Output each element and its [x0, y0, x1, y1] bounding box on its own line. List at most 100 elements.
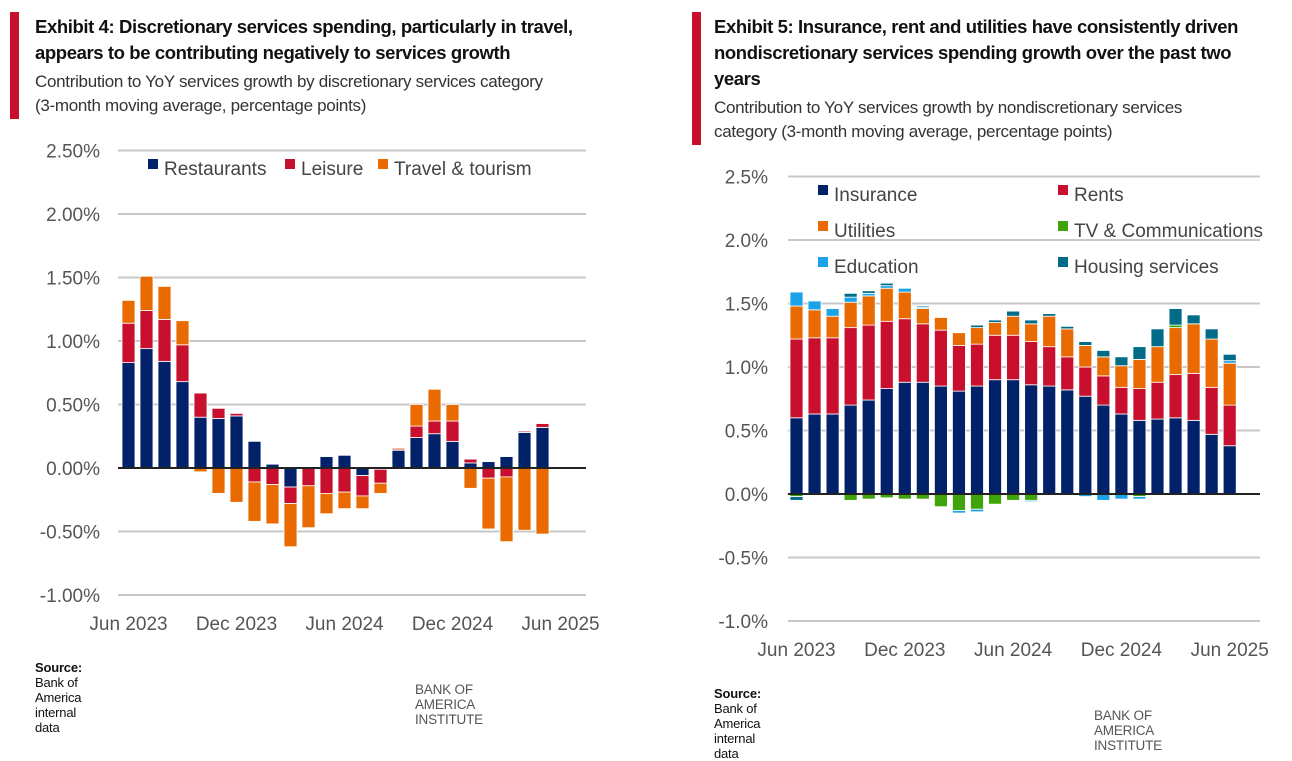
bar-segment-leisure	[229, 412, 244, 417]
bar-segment-tv-communications	[934, 493, 948, 508]
bar-segment-leisure	[463, 458, 478, 464]
bar-segment-travel-tourism	[247, 481, 262, 522]
exhibit-5-title-line-3: years	[714, 68, 761, 89]
exhibit-4-source: Source: Bank of America internal data	[35, 660, 82, 735]
bar-segment-rents	[988, 334, 1002, 381]
bar-segment-insurance	[1078, 395, 1093, 495]
bar-segment-insurance	[861, 399, 876, 495]
bar-segment-tv-communications	[988, 493, 1002, 505]
exhibit-5-title-line-1: Exhibit 5: Insurance, rent and utilities…	[714, 16, 1239, 37]
bar-segment-rents	[789, 338, 804, 419]
bar-segment-insurance	[843, 404, 858, 495]
bar-segment-utilities	[934, 317, 948, 331]
legend-label: TV & Communications	[1074, 221, 1263, 242]
legend-swatch	[148, 159, 158, 169]
bar-segment-leisure	[193, 392, 208, 418]
bar-segment-travel-tourism	[121, 299, 136, 324]
bar-segment-travel-tourism	[445, 404, 460, 422]
bar-segment-housing-services	[1204, 328, 1219, 340]
exhibit-4-chart: 2.50% 2.00% 1.50% 1.00% 0.50% 0.00% -0.50% -1.0…	[40, 142, 600, 636]
bar-segment-education	[1024, 499, 1039, 503]
bar-segment-rents	[1222, 404, 1237, 447]
exhibit-4-title: Exhibit 4: Discretionary services spendi…	[35, 14, 635, 66]
bar-segment-insurance	[915, 381, 930, 495]
bar-segment-travel-tourism	[319, 492, 334, 515]
x-tick-label: Dec 2024	[1081, 640, 1163, 661]
bar-segment-travel-tourism	[499, 476, 514, 543]
bar-segment-utilities	[1150, 346, 1165, 383]
bar-segment-travel-tourism	[157, 285, 172, 320]
bar-segment-rents	[897, 318, 912, 383]
bar-segment-insurance	[1114, 413, 1129, 495]
legend-swatch	[1058, 221, 1068, 231]
bar-segment-education	[825, 308, 840, 317]
bar-segment-travel-tourism	[373, 482, 388, 494]
bar-segment-utilities	[843, 301, 858, 329]
bar-segment-utilities	[807, 309, 822, 339]
bar-segment-leisure	[535, 423, 550, 428]
bar-segment-rents	[915, 323, 930, 383]
bar-segment-housing-services	[1024, 319, 1039, 325]
exhibit-5-source: Source: Bank of America internal data	[714, 686, 761, 761]
bar-segment-travel-tourism	[409, 404, 424, 427]
bar-segment-housing-services	[1222, 353, 1237, 362]
x-tick-label: Jun 2025	[521, 614, 599, 635]
bar-segment-utilities	[1060, 328, 1075, 358]
bar-segment-travel-tourism	[337, 491, 352, 510]
x-tick-label: Jun 2023	[757, 640, 835, 661]
bar-segment-housing-services	[1114, 356, 1129, 367]
y-tick-label: 1.5%	[725, 295, 768, 316]
y-tick-label: -1.00%	[40, 586, 100, 607]
bar-segment-utilities	[1042, 315, 1057, 348]
y-tick-label: -1.0%	[718, 612, 768, 633]
x-tick-label: Jun 2024	[974, 640, 1053, 661]
bar-segment-housing-services	[1150, 328, 1165, 348]
bar-segment-housing-services	[915, 305, 930, 308]
bar-segment-travel-tourism	[481, 477, 496, 530]
bar-segment-rents	[934, 329, 948, 387]
bar-segment-utilities	[825, 315, 840, 339]
exhibit-4-title-line-1: Exhibit 4: Discretionary services spendi…	[35, 16, 573, 37]
bar-segment-education	[807, 300, 822, 311]
bar-segment-travel-tourism	[427, 388, 442, 422]
exhibit-4-subtitle-line-1: Contribution to YoY services growth by d…	[35, 72, 543, 91]
bar-segment-housing-services	[1132, 346, 1147, 360]
bar-segment-insurance	[789, 417, 804, 495]
bar-segment-housing-services	[1186, 314, 1201, 325]
y-tick-label: 1.50%	[46, 269, 100, 290]
bar-segment-utilities	[952, 332, 966, 346]
x-tick-label: Dec 2023	[864, 640, 945, 661]
bar-segment-housing-services	[1168, 308, 1183, 326]
bar-segment-utilities	[879, 287, 894, 322]
bar-segment-insurance	[1168, 417, 1183, 495]
legend-label: Education	[834, 257, 919, 278]
bar-segment-insurance	[1222, 445, 1237, 495]
legend-swatch	[1058, 185, 1068, 195]
bar-segment-tv-communications	[970, 493, 984, 510]
bar-segment-travel-tourism	[175, 320, 190, 346]
x-tick-label: Dec 2023	[196, 614, 277, 635]
bar-segment-utilities	[1132, 358, 1147, 389]
bar-segment-insurance	[1132, 419, 1147, 495]
y-tick-label: 0.0%	[725, 485, 768, 506]
bar-segment-education	[789, 291, 804, 307]
bar-segment-insurance	[1006, 379, 1020, 495]
bar-segment-utilities	[1204, 338, 1219, 388]
bar-segment-education	[897, 287, 912, 293]
bar-segment-rents	[952, 345, 966, 392]
legend-swatch	[818, 257, 828, 267]
bar-segment-rents	[1006, 334, 1020, 381]
bar-segment-insurance	[1024, 384, 1039, 495]
bar-segment-insurance	[1060, 389, 1075, 495]
bar-segment-housing-services	[1078, 341, 1093, 346]
exhibit-5-subtitle: Contribution to YoY services growth by n…	[714, 96, 1292, 144]
y-tick-label: 0.50%	[46, 396, 100, 417]
bar-segment-rents	[879, 320, 894, 389]
bar-segment-insurance	[988, 379, 1002, 495]
bar-segment-housing-services	[970, 324, 984, 329]
exhibit-5-source-text: Bank of America internal data	[714, 701, 761, 761]
bar-segment-rents	[1060, 356, 1075, 391]
legend-swatch	[285, 159, 295, 169]
x-tick-label: Dec 2024	[412, 614, 494, 635]
legend-swatch	[818, 221, 828, 231]
